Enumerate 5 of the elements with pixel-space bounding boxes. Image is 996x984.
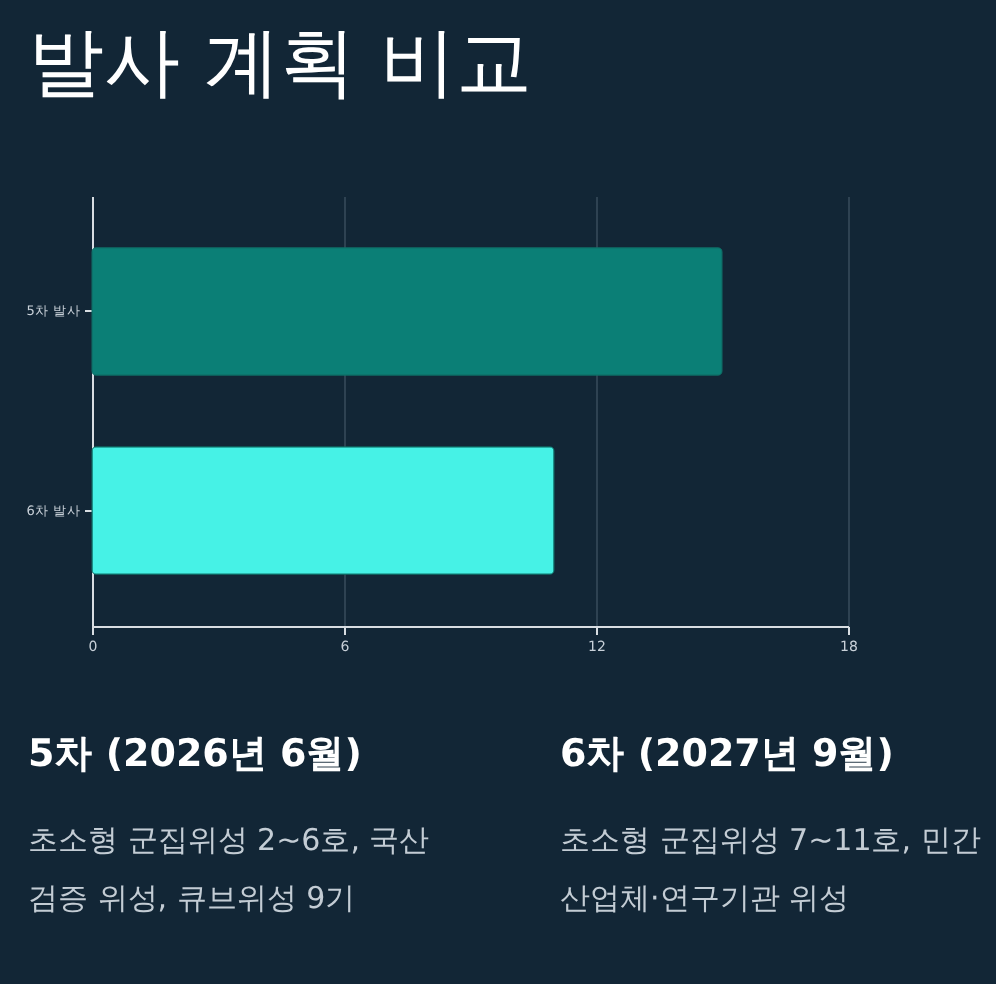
text: 초소형 군집위성 7~11호, 민간 산업체·연구기관 위성 — [560, 820, 983, 920]
text: 6차 (2027년 9월) — [560, 730, 896, 780]
text: 초소형 군집위성 2~6호, 국산 검증 위성, 큐브위성 9기 — [28, 820, 432, 920]
text: 5차 (2026년 6월) — [28, 730, 364, 780]
chart-title: 발사 계획 비교 — [28, 16, 533, 110]
